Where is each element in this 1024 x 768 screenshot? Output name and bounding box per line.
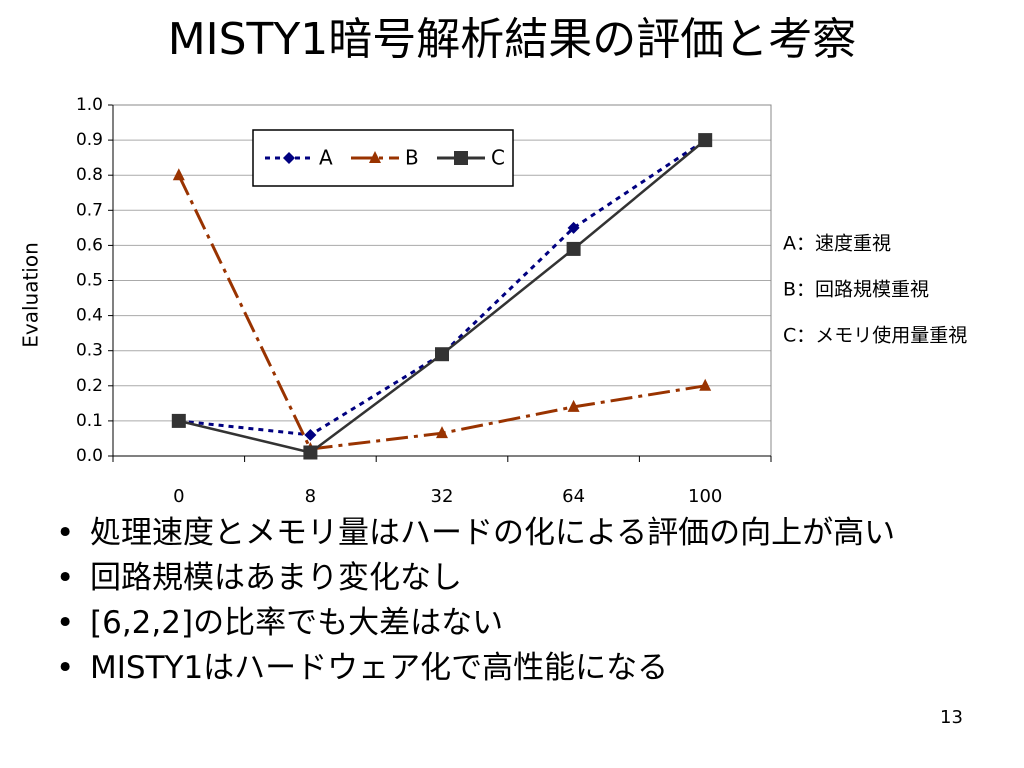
marker [369, 151, 381, 163]
bullet: MISTY1はハードウェア化で高性能になる [56, 650, 936, 686]
bullet: [6,2,2]の比率でも大差はない [56, 605, 936, 641]
marker [567, 399, 580, 412]
slide-title: MISTY1暗号解析結果の評価と考察 [168, 14, 857, 65]
marker [436, 426, 448, 439]
y-tick-label: 0.8 [76, 165, 103, 185]
y-tick-label: 1.0 [76, 95, 103, 115]
marker [304, 428, 317, 441]
legend-label: A [319, 146, 333, 170]
series-line [178, 138, 707, 437]
x-tick-label: 64 [562, 486, 585, 507]
legend-label: C [491, 146, 505, 170]
bullet-list: 処理速度とメモリ量はハードの化による評価の向上が高い回路規模はあまり変化なし [6… [56, 515, 936, 695]
y-tick-label: 0.9 [76, 130, 103, 150]
y-tick-label: 0.5 [76, 271, 103, 291]
marker [699, 378, 712, 391]
x-tick-label: 8 [305, 486, 316, 507]
annotation: A：速度重視 [783, 233, 891, 255]
x-tick-label: 32 [431, 486, 454, 507]
page-number: 13 [940, 707, 963, 728]
marker [172, 168, 185, 181]
y-tick-label: 0.2 [76, 376, 103, 396]
legend-label: B [405, 146, 419, 170]
y-tick-label: 0.1 [76, 411, 103, 431]
marker [283, 152, 295, 164]
marker [567, 221, 580, 234]
series-line [178, 139, 706, 454]
x-tick-label: 0 [173, 486, 184, 507]
y-tick-label: 0.6 [76, 235, 103, 255]
marker [435, 347, 449, 362]
series-line [177, 174, 706, 451]
marker [454, 151, 468, 165]
marker [698, 133, 713, 148]
marker [171, 413, 186, 428]
y-tick-label: 0.3 [76, 341, 103, 361]
bullet: 処理速度とメモリ量はハードの化による評価の向上が高い [56, 515, 936, 551]
y-tick-label: 0.4 [76, 306, 103, 326]
marker [303, 445, 318, 460]
y-axis-label: Evaluation [19, 242, 43, 348]
marker [566, 241, 581, 256]
x-tick-label: 100 [688, 486, 722, 507]
y-tick-label: 0.7 [76, 200, 103, 220]
annotation: B：回路規模重視 [783, 279, 929, 301]
bullet: 回路規模はあまり変化なし [56, 560, 936, 596]
annotation: C：メモリ使用量重視 [783, 325, 967, 347]
y-tick-label: 0.0 [76, 446, 103, 466]
